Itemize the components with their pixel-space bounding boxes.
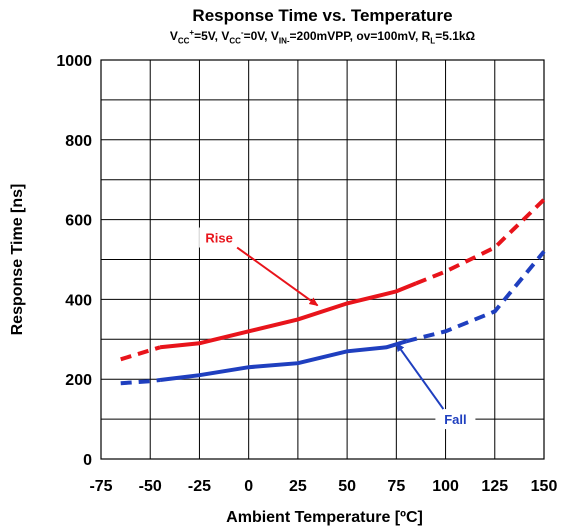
x-tick-label: 125 [481,478,508,495]
plot-frame [100,59,545,460]
y-tick-label: 400 [65,292,92,309]
chart-subtitle: VCC+=5V, VCC-=0V, VIN-=200mVPP, ov=100mV… [169,28,476,46]
series-rise-dashed-high [415,198,546,286]
x-tick-label: -50 [139,478,162,495]
series-fall-dashed-high [405,250,546,344]
annotation-bg [199,227,240,248]
series-rise-line [159,281,417,350]
x-tick-label: 50 [338,478,356,495]
series-rise-dashed-low [120,345,161,362]
x-axis-label: Ambient Temperature [ºC] [226,509,423,526]
annotation-arrow [236,246,319,307]
chart-title: Response Time vs. Temperature [192,6,453,25]
x-tick-label: 75 [387,478,405,495]
x-tick-label: 100 [432,478,459,495]
annotation-bg [435,409,476,430]
series-fall-line [159,339,407,382]
annotation-arrow [395,342,445,410]
x-tick-label: 25 [289,478,307,495]
y-tick-label: 200 [65,372,92,389]
y-axis-label: Response Time [ns] [9,184,26,336]
y-tick-label: 0 [83,452,92,469]
x-tick-label: -25 [188,478,211,495]
y-tick-label: 1000 [56,53,92,70]
y-tick-label: 800 [65,133,92,150]
x-tick-label: -75 [89,478,112,495]
annotation-fall: Fall [444,412,466,427]
annotation-rise: Rise [205,231,232,246]
series-fall-dashed-low [120,378,161,386]
x-tick-label: 0 [244,478,253,495]
y-tick-label: 600 [65,213,92,230]
x-tick-label: 150 [531,478,558,495]
